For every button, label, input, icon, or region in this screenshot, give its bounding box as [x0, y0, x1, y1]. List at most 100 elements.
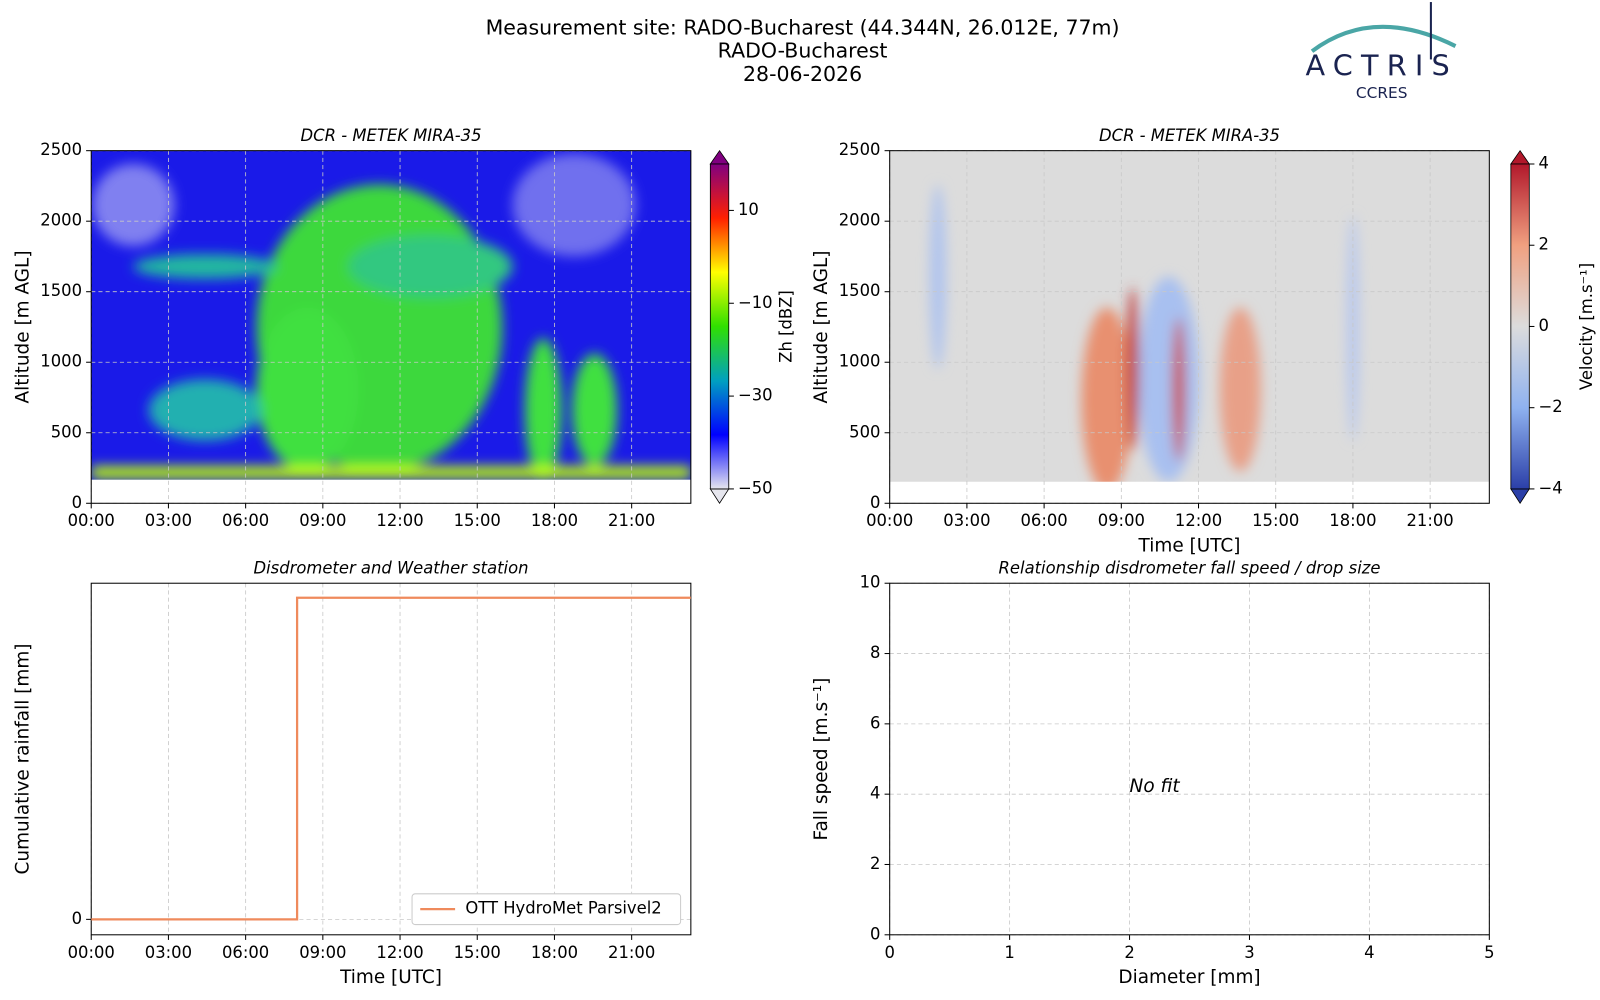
colorbar-extend: [1510, 488, 1531, 505]
legend-box: [411, 893, 682, 926]
x-tick-label: 1: [1004, 943, 1014, 962]
plot-frame: [90, 582, 692, 936]
x-tick-label: 09:00: [1098, 511, 1145, 530]
colorbar-tick-label: 2: [1539, 235, 1549, 254]
colorbar-extend: [709, 488, 730, 505]
x-tick-label: 21:00: [608, 943, 655, 962]
x-tick-label: 06:00: [222, 943, 269, 962]
x-tick-label: 5: [1484, 943, 1494, 962]
plot-frame: [889, 150, 1490, 504]
x-tick-label: 0: [884, 943, 894, 962]
x-tick-label: 3: [1244, 943, 1254, 962]
logo: ACTRIS CCRES: [1305, 2, 1457, 102]
logo-arc: [1310, 24, 1457, 53]
x-axis-label: Time [UTC]: [339, 967, 442, 988]
x-tick-label: 15:00: [1252, 511, 1299, 530]
y-tick-label: 10: [860, 573, 881, 592]
logo-text: ACTRIS: [1305, 49, 1457, 83]
x-tick-label: 21:00: [1407, 511, 1454, 530]
x-tick-label: 18:00: [531, 943, 578, 962]
plot-title: DCR - METEK MIRA-35: [301, 126, 482, 145]
colorbar-tick-label: −4: [1539, 478, 1563, 497]
y-tick-label: 2: [870, 854, 880, 873]
colorbar: [1510, 163, 1530, 490]
y-axis-label: Altitude [m AGL]: [811, 250, 832, 403]
annotation: No fit: [1130, 776, 1181, 797]
colorbar: [709, 163, 730, 490]
radar-blind-zone: [889, 481, 1490, 504]
colorbar-tick-label: 10: [738, 200, 759, 219]
colorbar-tick-label: 4: [1539, 154, 1549, 173]
y-tick-label: 0: [72, 909, 82, 928]
colorbar-tick-label: −2: [1539, 397, 1563, 416]
colorbar-tick-label: −10: [738, 293, 773, 312]
y-tick-label: 2500: [40, 140, 82, 159]
colorbar-label: Velocity [m.s⁻¹]: [1577, 263, 1596, 390]
y-axis-label: Fall speed [m.s⁻¹]: [811, 678, 832, 841]
y-tick-label: 0: [870, 924, 880, 943]
x-tick-label: 03:00: [943, 511, 990, 530]
x-tick-label: 18:00: [1329, 511, 1376, 530]
y-tick-label: 1000: [40, 352, 82, 371]
x-tick-label: 12:00: [376, 511, 423, 530]
plot-frame: [889, 582, 1490, 936]
radar-texture: [929, 184, 1360, 492]
plot-frame: [90, 150, 692, 504]
y-tick-label: 2500: [839, 140, 881, 159]
header-title: 28-06-2026: [743, 62, 862, 86]
y-tick-label: 0: [72, 493, 82, 512]
x-tick-label: 18:00: [531, 511, 578, 530]
radar-image: [91, 150, 691, 504]
x-tick-label: 06:00: [1020, 511, 1067, 530]
radar-blind-zone: [91, 479, 691, 504]
x-tick-label: 03:00: [145, 943, 192, 962]
colorbar-tick-label: 0: [1539, 316, 1549, 335]
x-tick-label: 12:00: [1175, 511, 1222, 530]
x-tick-label: 4: [1364, 943, 1374, 962]
y-tick-label: 500: [849, 422, 880, 441]
x-axis-label: Time [UTC]: [1138, 535, 1241, 556]
header-title: Measurement site: RADO-Bucharest (44.344…: [486, 16, 1120, 40]
header-title: RADO-Bucharest: [718, 38, 888, 62]
x-tick-label: 2: [1124, 943, 1134, 962]
x-tick-label: 00:00: [68, 511, 115, 530]
figure-body: Measurement site: RADO-Bucharest (44.344…: [13, 2, 1596, 988]
y-tick-label: 1000: [839, 352, 881, 371]
y-tick-label: 0: [870, 493, 880, 512]
x-tick-label: 12:00: [376, 943, 423, 962]
y-tick-label: 4: [870, 784, 880, 803]
y-tick-label: 8: [870, 643, 880, 662]
plot-title: Relationship disdrometer fall speed / dr…: [999, 558, 1381, 577]
radar-image: [889, 150, 1490, 504]
y-axis-label: Altitude [m AGL]: [13, 250, 34, 403]
x-tick-label: 15:00: [454, 943, 501, 962]
x-tick-label: 21:00: [608, 511, 655, 530]
x-tick-label: 15:00: [454, 511, 501, 530]
plot-title: DCR - METEK MIRA-35: [1099, 126, 1280, 145]
x-axis-label: Diameter [mm]: [1118, 967, 1260, 988]
y-axis-label: Cumulative rainfall [mm]: [13, 644, 34, 875]
colorbar-extend: [1510, 149, 1531, 165]
plot-title: Disdrometer and Weather station: [254, 558, 529, 577]
y-tick-label: 1500: [839, 281, 881, 300]
colorbar-tick-label: −50: [738, 478, 773, 497]
y-tick-label: 500: [51, 422, 82, 441]
series-line: [91, 596, 691, 921]
legend-label: OTT HydroMet Parsivel2: [465, 899, 661, 918]
radar-texture: [91, 153, 691, 482]
x-tick-label: 09:00: [299, 943, 346, 962]
y-tick-label: 2000: [839, 211, 881, 230]
y-tick-label: 2000: [40, 211, 82, 230]
y-tick-label: 6: [870, 713, 880, 732]
logo-subtext: CCRES: [1356, 84, 1408, 102]
colorbar-label: Zh [dBZ]: [777, 290, 796, 363]
x-tick-label: 09:00: [299, 511, 346, 530]
x-tick-label: 00:00: [866, 511, 913, 530]
y-tick-label: 1500: [40, 281, 82, 300]
x-tick-label: 06:00: [222, 511, 269, 530]
x-tick-label: 00:00: [68, 943, 115, 962]
x-tick-label: 03:00: [145, 511, 192, 530]
colorbar-extend: [709, 149, 730, 165]
colorbar-tick-label: −30: [738, 386, 773, 405]
